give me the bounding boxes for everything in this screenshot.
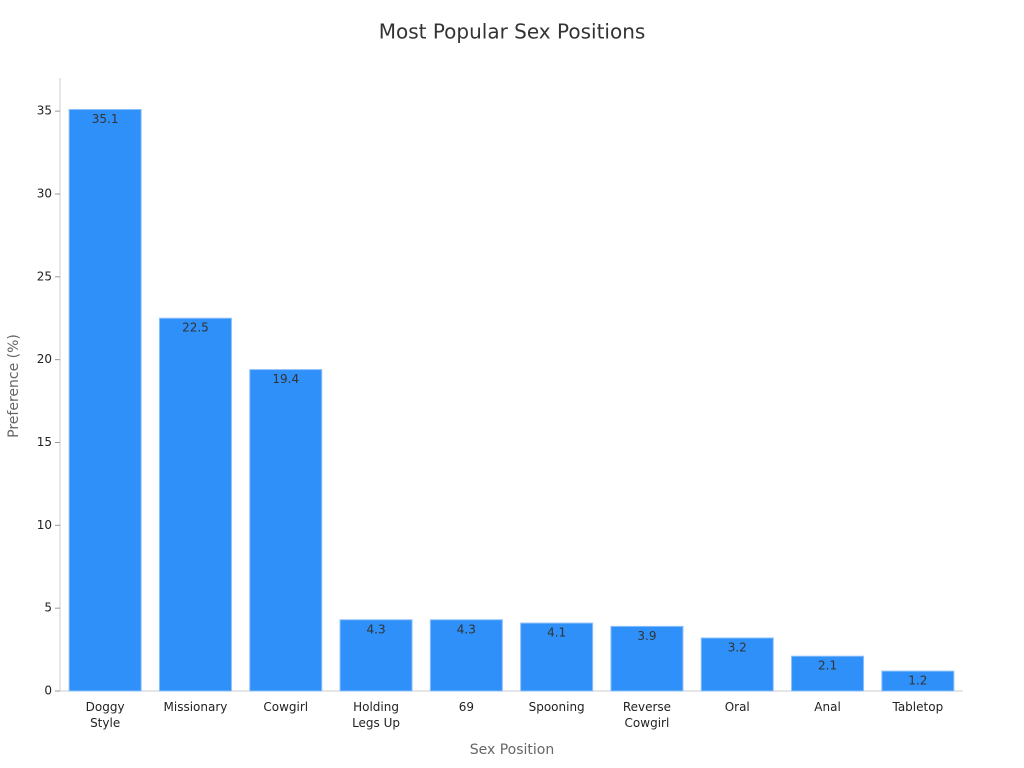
value-label: 1.2 <box>908 674 927 688</box>
x-tick-label: Spooning <box>528 700 585 714</box>
bar <box>520 622 594 692</box>
value-label: 3.2 <box>728 640 747 654</box>
value-label: 22.5 <box>182 321 209 335</box>
value-label: 4.1 <box>547 626 566 640</box>
y-axis-label: Preference (%) <box>6 334 22 438</box>
x-tick-label: Anal <box>814 700 841 714</box>
value-label: 2.1 <box>818 659 837 673</box>
bar <box>881 670 955 692</box>
y-tick-label: 15 <box>37 435 52 449</box>
y-tick-label: 0 <box>44 684 52 698</box>
bar <box>791 655 865 692</box>
y-tick-label: 10 <box>37 518 52 532</box>
bar <box>158 317 232 692</box>
value-label: 4.3 <box>367 622 386 636</box>
bar <box>249 369 323 692</box>
chart-title: Most Popular Sex Positions <box>379 20 646 44</box>
x-tick-label: Doggy Style <box>85 700 125 730</box>
x-tick-label: Missionary <box>163 700 228 714</box>
value-label: 35.1 <box>92 112 119 126</box>
x-axis-label: Sex Position <box>470 742 555 758</box>
x-tick-label: Reverse Cowgirl <box>622 700 672 730</box>
bar <box>429 619 503 692</box>
bar <box>68 108 142 692</box>
x-tick-label: Oral <box>724 700 750 714</box>
value-label: 19.4 <box>272 372 299 386</box>
x-tick-label: 69 <box>458 700 474 714</box>
y-tick-label: 25 <box>37 269 52 283</box>
x-tick-label: Tabletop <box>892 700 944 714</box>
x-tick-label: Cowgirl <box>263 700 309 714</box>
bar <box>339 619 413 692</box>
x-tick-label: Holding Legs Up <box>352 700 401 730</box>
bar <box>700 637 774 692</box>
value-label: 3.9 <box>637 629 656 643</box>
y-tick-label: 5 <box>44 601 52 615</box>
bar <box>610 625 684 692</box>
y-tick-label: 35 <box>37 104 52 118</box>
y-tick-label: 20 <box>37 352 52 366</box>
y-tick-label: 30 <box>37 186 52 200</box>
value-label: 4.3 <box>457 622 476 636</box>
